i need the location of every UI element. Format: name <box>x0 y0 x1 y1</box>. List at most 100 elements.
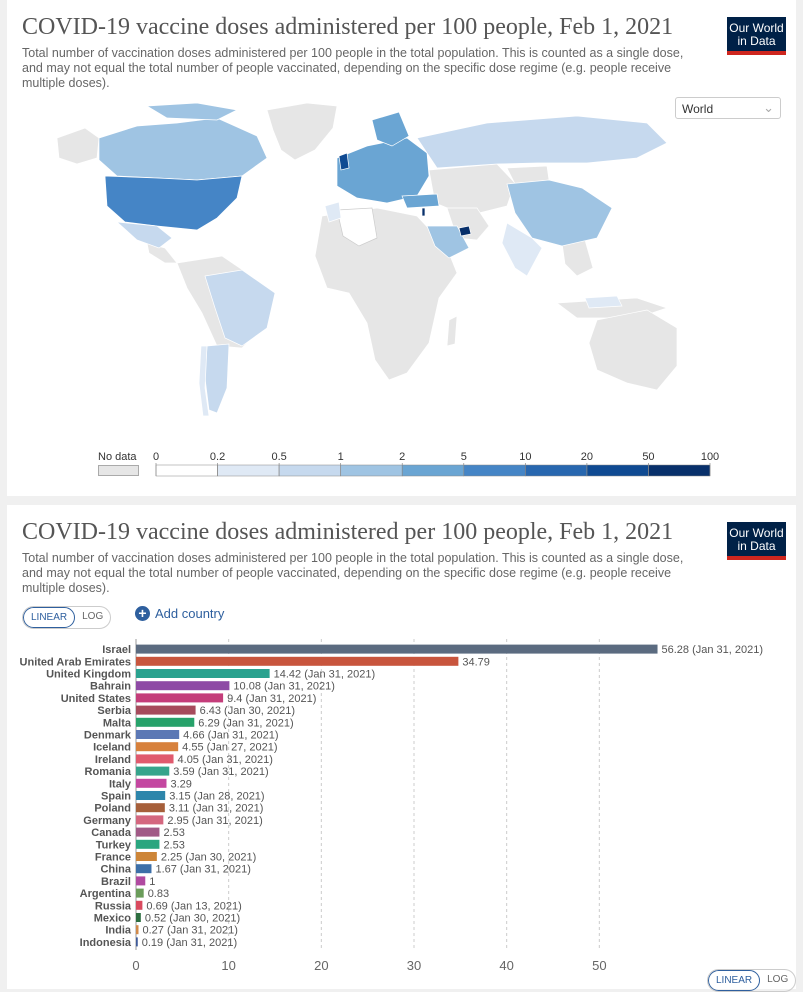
map-scandinavia <box>371 111 410 147</box>
category-label: Israel <box>102 644 131 656</box>
map-chile <box>198 345 210 417</box>
log-scale-button-bottom[interactable]: LOG <box>767 974 789 985</box>
plus-icon: + <box>135 606 150 621</box>
x-tick-label: 0 <box>132 958 139 973</box>
bar[interactable] <box>136 669 270 678</box>
value-label: 2.95 (Jan 31, 2021) <box>167 815 262 827</box>
map-canada <box>98 117 268 181</box>
map-europe <box>336 137 430 204</box>
legend-tick-label: 100 <box>700 451 720 463</box>
category-label: United States <box>61 693 131 705</box>
owid-logo[interactable]: Our World in Data <box>727 522 786 560</box>
legend-bin <box>648 464 711 477</box>
bar[interactable] <box>136 754 174 764</box>
bar[interactable] <box>136 839 160 849</box>
owid-logo[interactable]: Our World in Data <box>727 17 786 55</box>
category-label: France <box>95 852 131 864</box>
bar[interactable] <box>136 864 152 874</box>
add-country-button[interactable]: + Add country <box>135 606 224 621</box>
value-label: 6.29 (Jan 31, 2021) <box>198 717 293 729</box>
bar-panel: COVID-19 vaccine doses administered per … <box>7 505 797 992</box>
value-label: 2.53 <box>163 839 184 851</box>
logo-line-1: Our World <box>729 21 784 35</box>
chevron-down-icon: ⌄ <box>763 100 774 115</box>
bar[interactable] <box>136 766 170 776</box>
x-tick-label: 10 <box>221 958 235 973</box>
bar[interactable] <box>136 693 224 703</box>
legend-tick-label: 50 <box>642 451 655 463</box>
map-subtitle: Total number of vaccination doses admini… <box>22 46 684 90</box>
log-scale-button[interactable]: LOG <box>82 611 104 622</box>
legend-tick-label: 5 <box>460 451 467 463</box>
value-label: 2.25 (Jan 30, 2021) <box>161 852 256 864</box>
category-label: Canada <box>91 827 132 839</box>
category-label: Ireland <box>95 754 131 766</box>
bar[interactable] <box>136 705 196 715</box>
map-brazil <box>204 269 276 347</box>
value-label: 4.05 (Jan 31, 2021) <box>178 754 273 766</box>
map-central-america <box>146 242 178 264</box>
scale-toggle: LINEAR LOG <box>22 606 112 629</box>
legend-tick-label: 1 <box>337 451 344 463</box>
bar[interactable] <box>136 681 230 691</box>
value-label: 9.4 (Jan 31, 2021) <box>227 693 316 705</box>
region-select-value: World <box>682 102 714 116</box>
category-label: India <box>105 925 132 937</box>
bar[interactable] <box>136 900 143 910</box>
linear-scale-button-bottom[interactable]: LINEAR <box>708 970 761 991</box>
value-label: 0.69 (Jan 13, 2021) <box>146 900 241 912</box>
legend-tick-label: 10 <box>519 451 532 463</box>
map-morocco <box>324 201 342 223</box>
logo-line-1: Our World <box>729 526 784 540</box>
map-canada-islands <box>145 102 239 121</box>
map-madagascar <box>446 315 458 347</box>
category-label: Germany <box>83 815 132 827</box>
bar[interactable] <box>136 656 459 666</box>
bar[interactable] <box>136 730 180 739</box>
map-se-asia <box>561 239 594 277</box>
world-map[interactable] <box>37 98 697 428</box>
linear-scale-button[interactable]: LINEAR <box>23 607 76 628</box>
map-australia <box>588 309 678 391</box>
map-argentina <box>204 343 230 414</box>
bar[interactable] <box>136 888 144 898</box>
value-label: 0.27 (Jan 31, 2021) <box>143 925 238 937</box>
bar[interactable] <box>136 803 165 813</box>
legend-tick-label: 0 <box>152 451 160 463</box>
value-label: 6.43 (Jan 30, 2021) <box>200 705 295 717</box>
bar[interactable] <box>136 925 139 935</box>
category-label: Turkey <box>96 839 132 851</box>
x-tick-label: 30 <box>407 958 421 973</box>
bar[interactable] <box>136 827 160 837</box>
bar[interactable] <box>136 852 157 861</box>
map-uk <box>338 152 350 171</box>
category-label: Mexico <box>94 913 132 925</box>
category-label: Serbia <box>97 705 132 717</box>
map-greenland <box>266 102 338 161</box>
bar[interactable] <box>136 937 138 947</box>
bar[interactable] <box>136 876 146 886</box>
bar[interactable] <box>136 815 164 825</box>
bar[interactable] <box>136 742 179 752</box>
legend-bin <box>525 464 588 477</box>
value-label: 0.52 (Jan 30, 2021) <box>145 913 240 925</box>
bar[interactable] <box>136 717 195 727</box>
bar-chart: 0 10 20 30 40 50 Israel 56.28 (Jan 31, 2021) Uni… <box>20 639 763 973</box>
value-label: 0.19 (Jan 31, 2021) <box>142 937 237 949</box>
category-label: Italy <box>109 778 132 790</box>
category-label: United Kingdom <box>46 669 131 681</box>
bar[interactable] <box>136 913 141 922</box>
map-india <box>501 222 543 277</box>
category-label: Spain <box>101 791 131 803</box>
map-mexico <box>115 221 173 249</box>
bar[interactable] <box>136 778 167 788</box>
bar[interactable] <box>136 644 658 654</box>
value-label: 2.53 <box>163 827 184 839</box>
legend-no-data-swatch <box>98 465 139 476</box>
category-label: Denmark <box>84 730 132 742</box>
bar[interactable] <box>136 791 166 800</box>
value-label: 3.15 (Jan 28, 2021) <box>169 791 264 803</box>
region-select[interactable]: World ⌄ <box>675 97 781 119</box>
value-label: 4.66 (Jan 31, 2021) <box>183 730 278 742</box>
category-label: Malta <box>103 717 132 729</box>
